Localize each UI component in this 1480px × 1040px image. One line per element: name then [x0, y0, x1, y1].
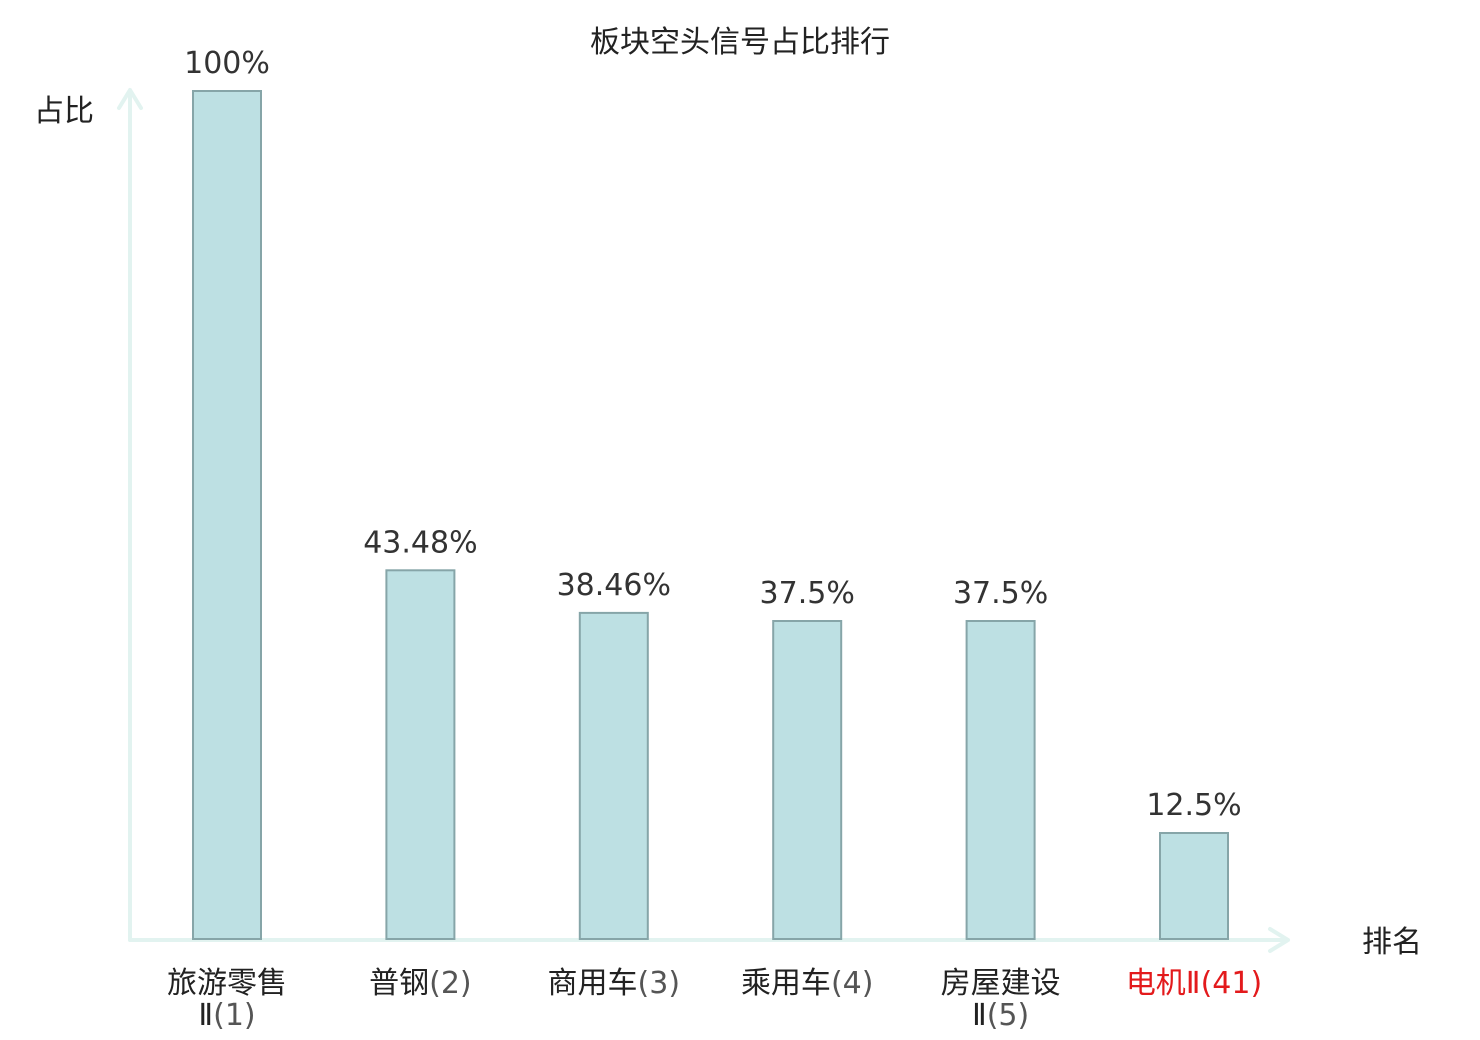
- value-label-1: 100%: [184, 46, 270, 81]
- category-name: 旅游零售: [167, 966, 287, 1001]
- category-rank: (41): [1201, 966, 1263, 1001]
- svg-text:商用车(3): 商用车(3): [548, 966, 681, 1001]
- bars: [192, 90, 1229, 941]
- category-rank: (1): [213, 998, 256, 1033]
- x-tick-label-3: 商用车(3): [548, 966, 681, 1001]
- value-label-2: 43.48%: [363, 525, 477, 560]
- value-label-6: 12.5%: [1146, 788, 1241, 823]
- svg-text:Ⅱ(5): Ⅱ(5): [972, 998, 1029, 1033]
- bar-1: [192, 90, 262, 940]
- category-name: 商用车: [548, 966, 638, 1001]
- bar-6: [1159, 832, 1229, 940]
- bar-5: [965, 620, 1036, 940]
- category-name: 普钢: [369, 966, 429, 1001]
- svg-text:旅游零售: 旅游零售: [167, 966, 287, 1001]
- value-label-5: 37.5%: [953, 576, 1048, 611]
- category-name: Ⅱ: [198, 998, 213, 1033]
- x-tick-label-4: 乘用车(4): [741, 966, 874, 1001]
- bar-3: [578, 611, 649, 941]
- x-tick-label-2: 普钢(2): [369, 966, 472, 1001]
- category-name: Ⅱ: [972, 998, 987, 1033]
- bar-4: [772, 620, 843, 940]
- svg-text:电机Ⅱ(41): 电机Ⅱ(41): [1126, 966, 1262, 1001]
- svg-text:普钢(2): 普钢(2): [369, 966, 472, 1001]
- bar-2: [385, 569, 456, 940]
- value-labels: 100% 43.48% 38.46% 37.5% 37.5% 12.5%: [184, 46, 1242, 823]
- category-name: 电机Ⅱ: [1126, 966, 1201, 1001]
- y-axis-label: 占比: [34, 94, 94, 129]
- y-axis: [117, 88, 143, 942]
- svg-text:房屋建设: 房屋建设: [941, 966, 1061, 1001]
- x-tick-label-6: 电机Ⅱ(41): [1126, 966, 1262, 1001]
- chart-title: 板块空头信号占比排行: [590, 25, 890, 60]
- category-name: 乘用车: [741, 966, 831, 1001]
- x-axis-label: 排名: [1362, 925, 1422, 960]
- category-rank: (5): [987, 998, 1030, 1033]
- category-name: 房屋建设: [941, 966, 1061, 1001]
- svg-text:Ⅱ(1): Ⅱ(1): [198, 998, 255, 1033]
- category-rank: (2): [429, 966, 472, 1001]
- category-rank: (3): [638, 966, 681, 1001]
- x-axis: [128, 927, 1290, 953]
- value-label-3: 38.46%: [557, 568, 671, 603]
- svg-text:乘用车(4): 乘用车(4): [741, 966, 874, 1001]
- value-label-4: 37.5%: [760, 576, 855, 611]
- category-rank: (4): [831, 966, 874, 1001]
